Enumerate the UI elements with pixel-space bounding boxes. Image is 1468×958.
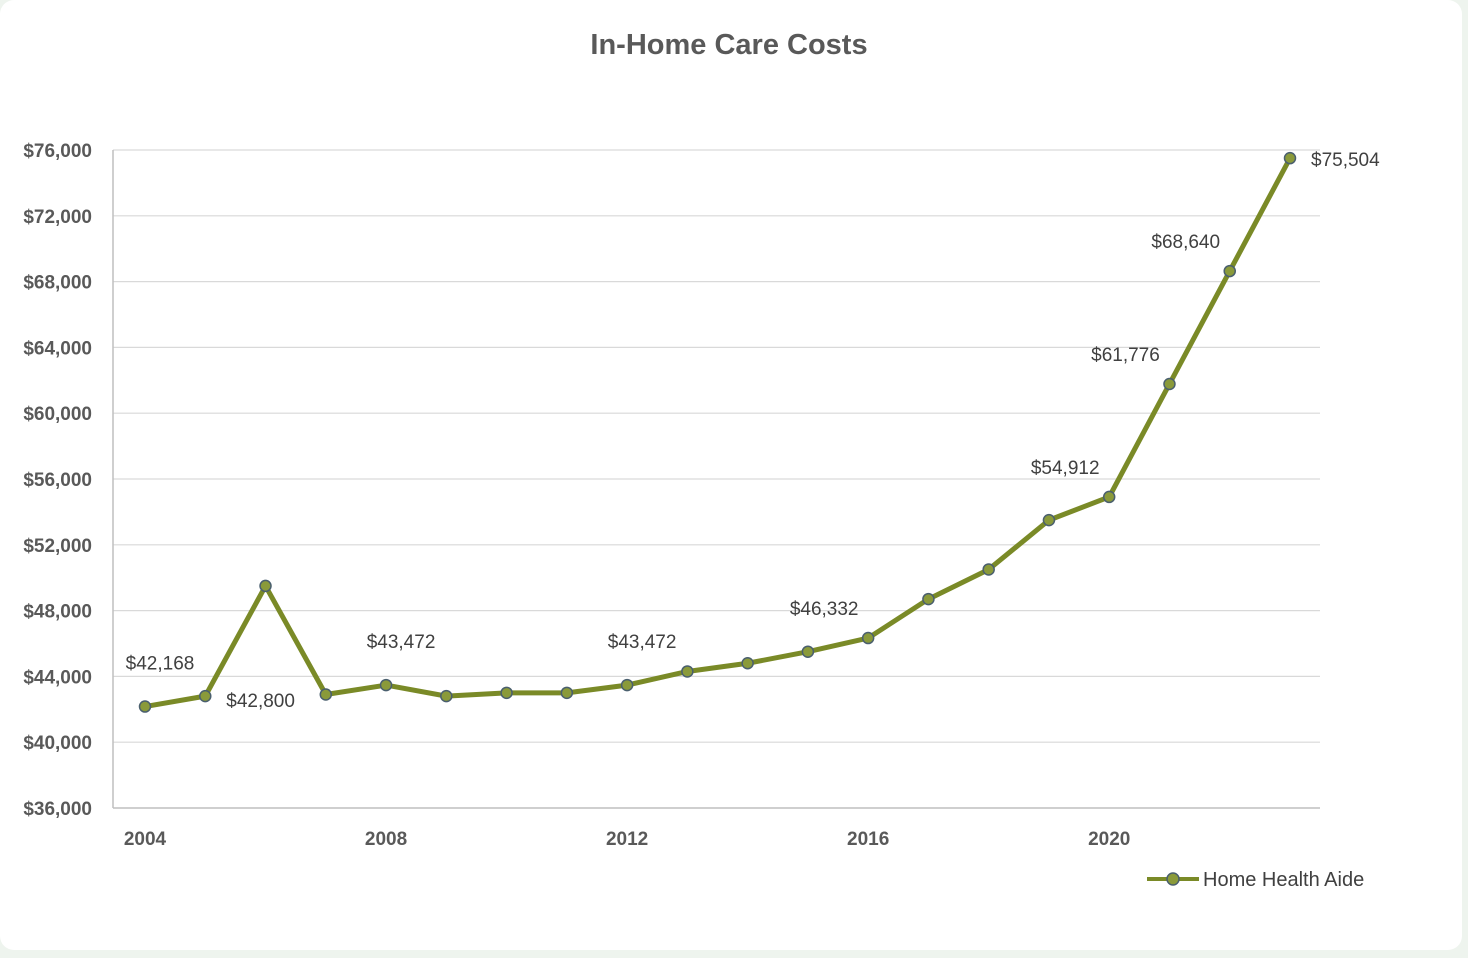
y-tick-label: $72,000 <box>23 207 92 228</box>
x-tick-label: 2020 <box>1088 829 1130 850</box>
y-tick-label: $60,000 <box>23 404 92 425</box>
data-label: $61,776 <box>1091 345 1160 366</box>
data-point <box>500 686 513 700</box>
data-point <box>319 688 333 701</box>
chart-title: In-Home Care Costs <box>590 29 867 61</box>
data-point <box>922 592 935 606</box>
data-point <box>741 656 754 670</box>
y-tick-label: $52,000 <box>23 536 92 557</box>
y-tick-label: $48,000 <box>23 602 92 623</box>
series-home-health-aide <box>138 151 1297 713</box>
x-axis-ticks: 2004 2008 2012 2016 2020 <box>124 829 1130 850</box>
data-point <box>1283 151 1297 165</box>
y-tick-label: $44,000 <box>23 667 92 688</box>
data-label: $68,640 <box>1151 232 1220 253</box>
data-point <box>440 689 453 703</box>
data-point <box>259 579 272 593</box>
y-tick-label: $40,000 <box>23 733 92 754</box>
data-label: $46,332 <box>790 599 859 620</box>
y-tick-label: $76,000 <box>23 141 92 162</box>
data-point <box>560 686 574 700</box>
legend: Home Health Aide <box>1147 869 1364 891</box>
y-tick-label: $64,000 <box>23 338 92 359</box>
x-tick-label: 2008 <box>365 829 407 850</box>
data-label: $75,504 <box>1311 150 1380 171</box>
data-point <box>1042 513 1056 527</box>
data-point <box>681 665 694 678</box>
y-tick-label: $36,000 <box>23 799 92 820</box>
x-tick-label: 2012 <box>606 829 648 850</box>
data-labels: $42,168 $42,800 $43,472 $43,472 $46,332 $54,9… <box>126 150 1380 712</box>
data-label: $42,800 <box>226 691 295 712</box>
y-axis-ticks: $36,000 $40,000 $44,000 $48,000 $52,000 $56,0… <box>23 141 92 820</box>
legend-marker <box>1166 872 1180 886</box>
data-label: $42,168 <box>126 654 195 675</box>
data-point <box>861 631 875 645</box>
legend-label: Home Health Aide <box>1203 869 1364 891</box>
data-point <box>620 678 634 692</box>
data-point <box>138 700 152 713</box>
y-tick-label: $68,000 <box>23 273 92 294</box>
data-label: $43,472 <box>608 632 677 653</box>
data-label: $43,472 <box>367 632 436 653</box>
data-label: $54,912 <box>1031 458 1100 479</box>
data-point <box>379 678 393 692</box>
x-tick-label: 2004 <box>124 829 167 850</box>
data-point <box>1102 490 1116 504</box>
grid-lines <box>113 149 1320 743</box>
series-line <box>144 156 1293 709</box>
y-tick-label: $56,000 <box>23 470 92 491</box>
data-point <box>199 689 212 703</box>
x-tick-label: 2016 <box>847 829 889 850</box>
data-point <box>1163 377 1176 391</box>
data-point <box>801 645 815 658</box>
data-point <box>982 563 995 576</box>
data-point <box>1223 264 1236 278</box>
